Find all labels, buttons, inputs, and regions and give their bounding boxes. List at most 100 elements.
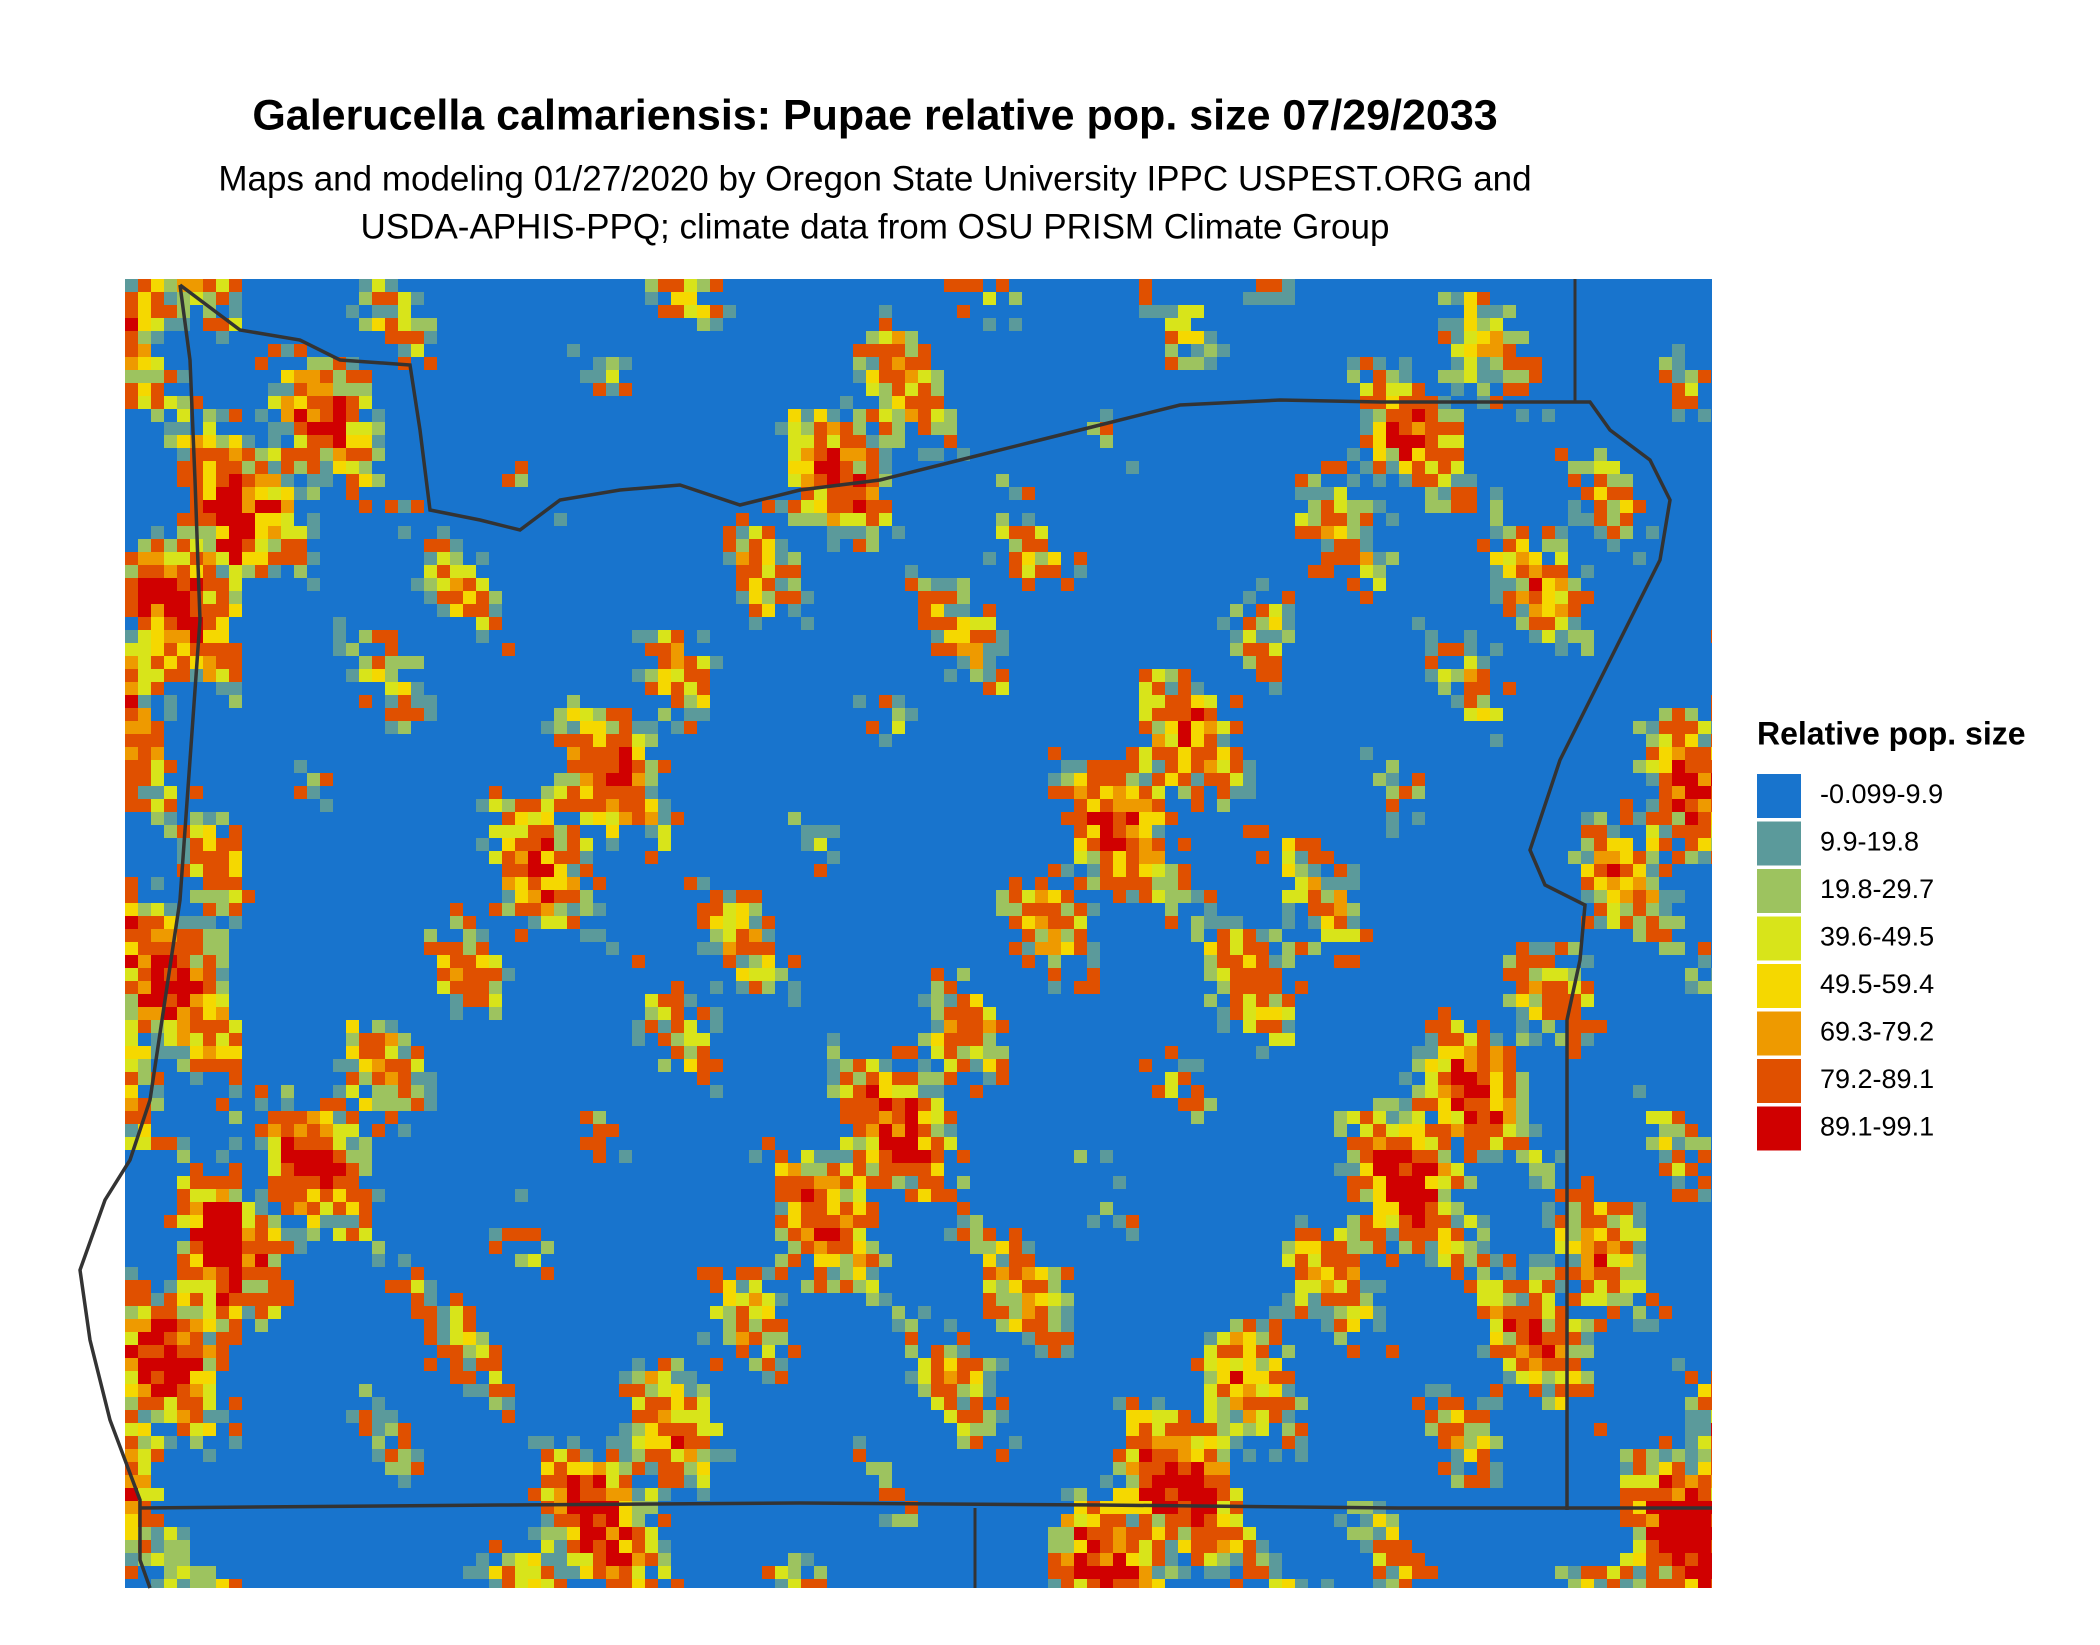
- map-cell: [892, 1124, 905, 1137]
- map-cell: [1386, 1163, 1399, 1176]
- map-cell: [1230, 643, 1243, 656]
- map-cell: [229, 409, 242, 422]
- map-cell: [203, 1007, 216, 1020]
- map-cell: [216, 1345, 229, 1358]
- map-cell: [671, 721, 684, 734]
- map-cell: [541, 1566, 554, 1579]
- map-cell: [814, 1579, 827, 1588]
- map-cell: [1451, 344, 1464, 357]
- map-cell: [151, 994, 164, 1007]
- map-cell: [619, 1553, 632, 1566]
- map-cell: [190, 1306, 203, 1319]
- map-cell: [1386, 825, 1399, 838]
- map-cell: [1581, 1319, 1594, 1332]
- map-cell: [281, 383, 294, 396]
- map-cell: [138, 1059, 151, 1072]
- map-cell: [606, 1475, 619, 1488]
- map-cell: [827, 500, 840, 513]
- map-cell: [1581, 1345, 1594, 1358]
- map-cell: [1607, 851, 1620, 864]
- map-cell: [1165, 1072, 1178, 1085]
- map-cell: [489, 1540, 502, 1553]
- map-cell: [346, 487, 359, 500]
- map-cell: [125, 1423, 138, 1436]
- map-cell: [1074, 825, 1087, 838]
- map-cell: [658, 305, 671, 318]
- map-cell: [138, 968, 151, 981]
- map-cell: [970, 656, 983, 669]
- map-cell: [866, 1098, 879, 1111]
- map-cell: [1438, 1085, 1451, 1098]
- map-cell: [944, 1319, 957, 1332]
- map-cell: [177, 1579, 190, 1588]
- map-cell: [1165, 1527, 1178, 1540]
- map-cell: [515, 474, 528, 487]
- map-cell: [762, 1293, 775, 1306]
- map-cell: [476, 630, 489, 643]
- map-cell: [1152, 1566, 1165, 1579]
- map-cell: [1633, 1527, 1646, 1540]
- map-cell: [372, 1436, 385, 1449]
- map-cell: [827, 1215, 840, 1228]
- map-cell: [866, 1124, 879, 1137]
- map-cell: [281, 487, 294, 500]
- map-cell: [125, 1111, 138, 1124]
- map-cell: [528, 1436, 541, 1449]
- map-cell: [1425, 1098, 1438, 1111]
- map-cell: [437, 604, 450, 617]
- map-cell: [1061, 916, 1074, 929]
- map-cell: [125, 1371, 138, 1384]
- map-cell: [1152, 1514, 1165, 1527]
- map-cell: [424, 539, 437, 552]
- map-cell: [463, 929, 476, 942]
- map-cell: [645, 799, 658, 812]
- map-cell: [1256, 1319, 1269, 1332]
- map-cell: [554, 1566, 567, 1579]
- map-cell: [294, 396, 307, 409]
- map-cell: [1347, 552, 1360, 565]
- map-cell: [359, 1098, 372, 1111]
- map-cell: [710, 942, 723, 955]
- map-cell: [229, 1059, 242, 1072]
- map-cell: [346, 409, 359, 422]
- map-cell: [1477, 1306, 1490, 1319]
- map-cell: [372, 1033, 385, 1046]
- map-cell: [1282, 903, 1295, 916]
- map-cell: [1204, 890, 1217, 903]
- map-cell: [1425, 1241, 1438, 1254]
- map-cell: [320, 474, 333, 487]
- map-cell: [1490, 526, 1503, 539]
- map-cell: [528, 1488, 541, 1501]
- map-cell: [1308, 1254, 1321, 1267]
- map-cell: [411, 1306, 424, 1319]
- map-cell: [892, 370, 905, 383]
- map-cell: [1386, 370, 1399, 383]
- map-cell: [710, 890, 723, 903]
- map-cell: [1256, 1397, 1269, 1410]
- map-cell: [879, 396, 892, 409]
- map-cell: [1438, 422, 1451, 435]
- map-cell: [320, 1215, 333, 1228]
- map-cell: [1386, 1137, 1399, 1150]
- map-cell: [1490, 1293, 1503, 1306]
- map-cell: [1204, 1449, 1217, 1462]
- map-cell: [840, 526, 853, 539]
- map-cell: [177, 1059, 190, 1072]
- map-cell: [905, 1319, 918, 1332]
- map-cell: [1282, 1033, 1295, 1046]
- map-cell: [1672, 1189, 1685, 1202]
- map-cell: [1594, 1020, 1607, 1033]
- map-cell: [515, 890, 528, 903]
- map-cell: [307, 383, 320, 396]
- map-cell: [944, 578, 957, 591]
- map-cell: [1451, 669, 1464, 682]
- map-cell: [1100, 1514, 1113, 1527]
- map-cell: [554, 1449, 567, 1462]
- map-cell: [359, 461, 372, 474]
- map-cell: [1633, 851, 1646, 864]
- map-cell: [788, 552, 801, 565]
- map-cell: [1490, 552, 1503, 565]
- map-cell: [151, 734, 164, 747]
- map-cell: [190, 1579, 203, 1588]
- map-cell: [151, 370, 164, 383]
